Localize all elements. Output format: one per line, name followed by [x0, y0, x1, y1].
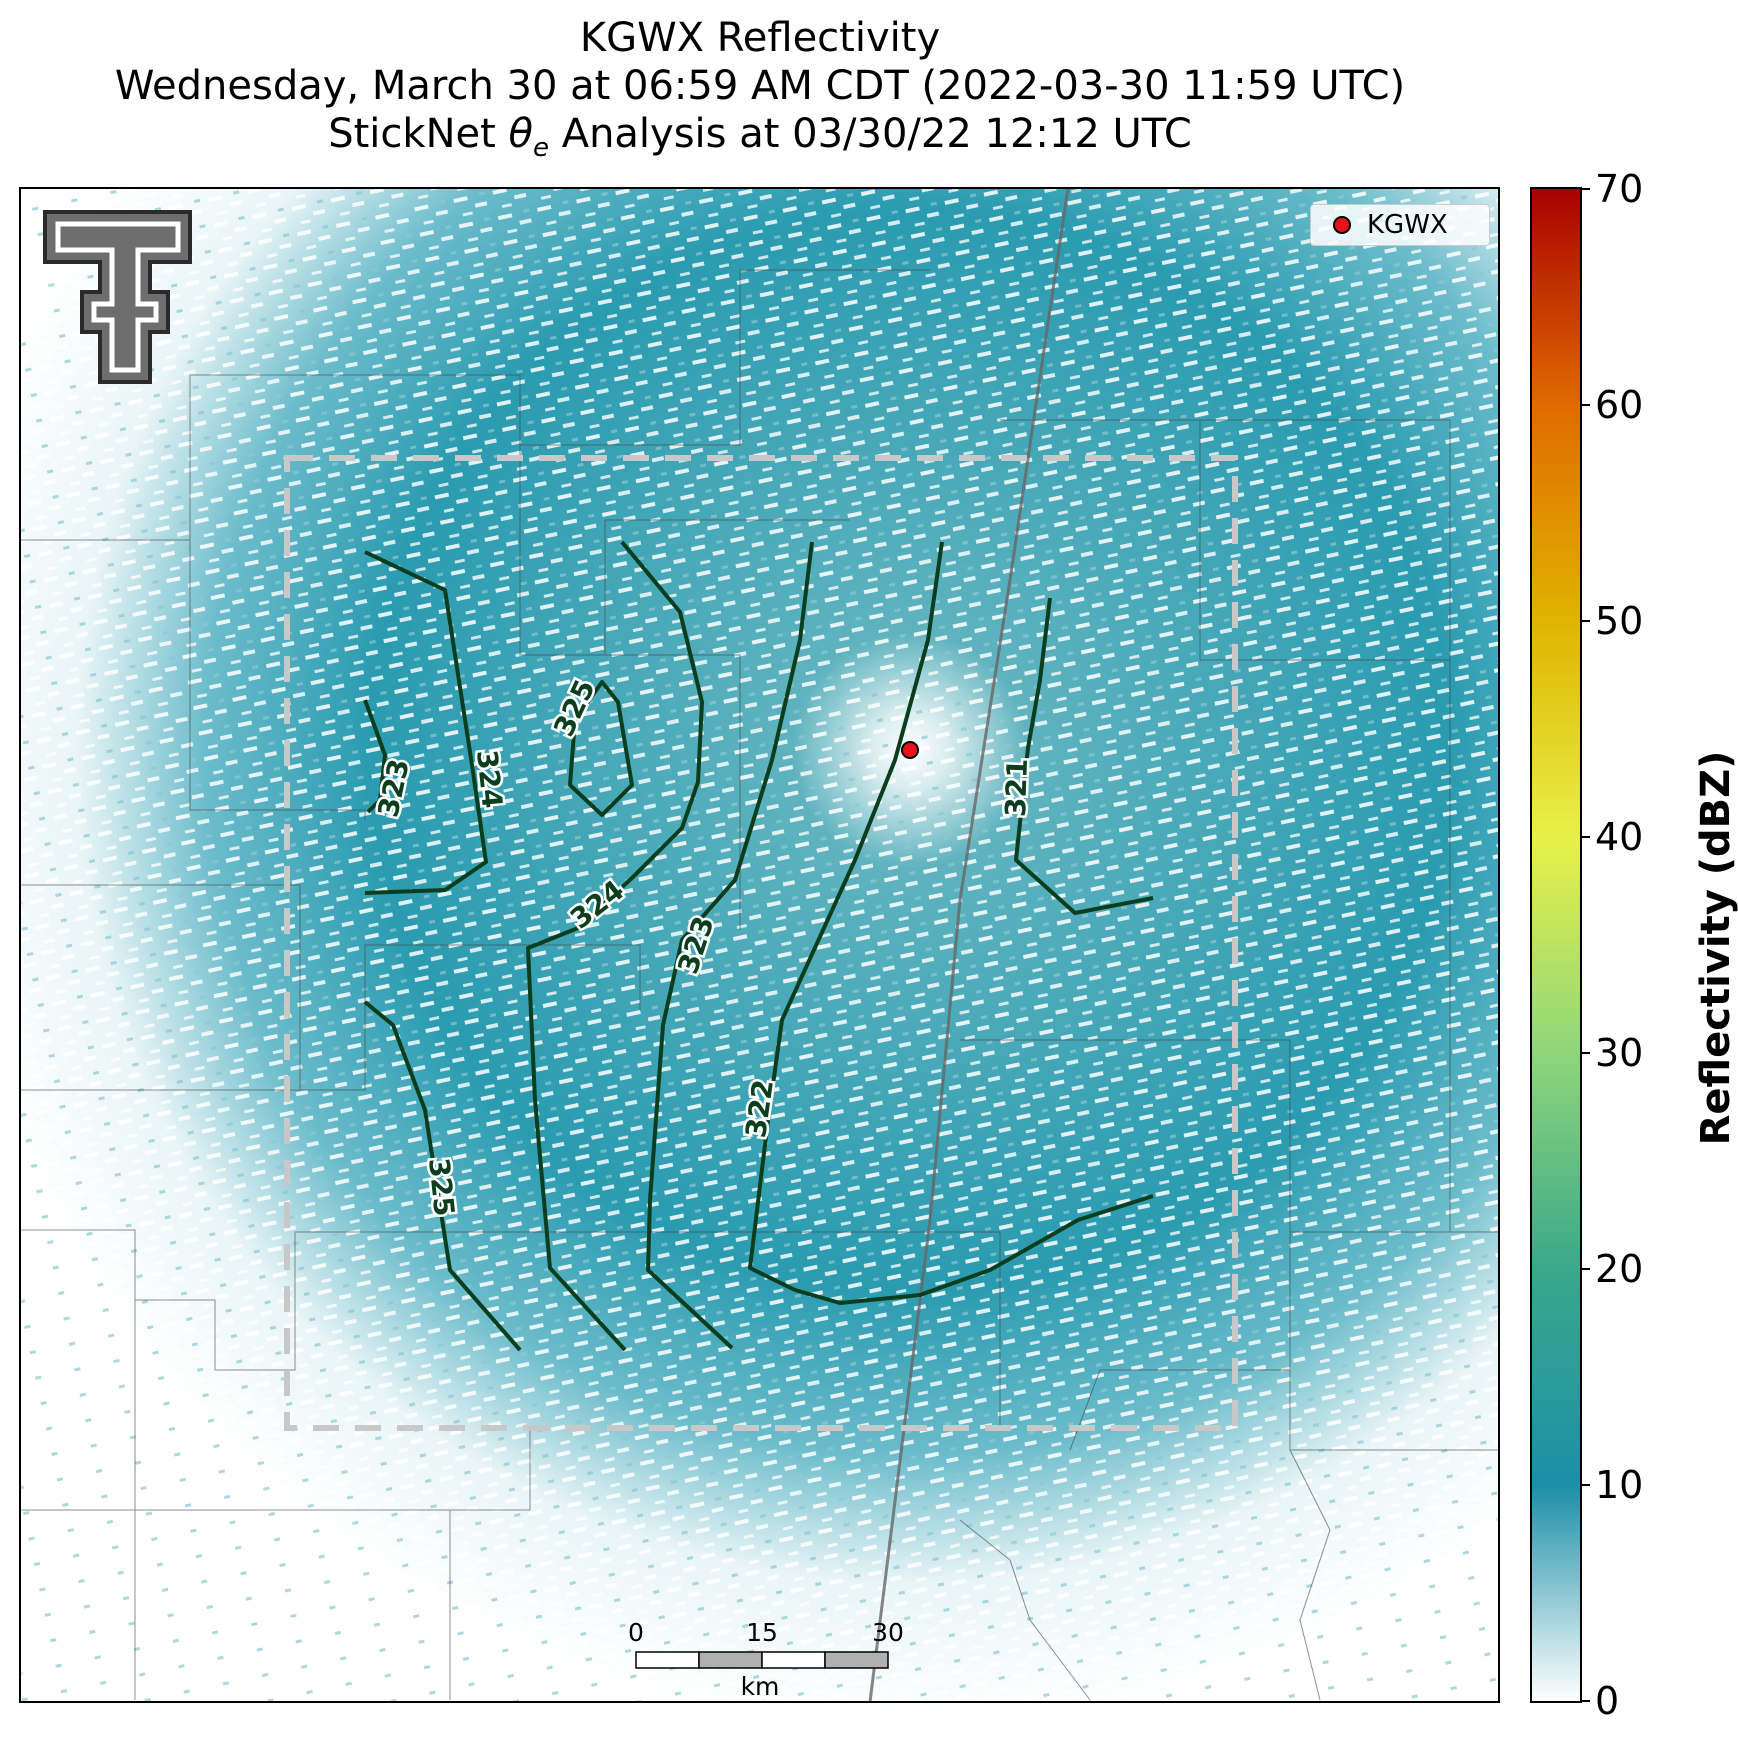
contour-322 [748, 541, 1154, 1305]
radar-site-marker [901, 741, 919, 759]
colorbar-tick-40: 40 [1595, 815, 1644, 859]
scale-bar [635, 1651, 889, 1669]
contour-323-west [363, 699, 387, 814]
title-line-1: KGWX Reflectivity [579, 15, 941, 61]
colorbar-tick-50: 50 [1595, 599, 1644, 643]
scale-bar-unit: km [740, 1672, 780, 1701]
radar-reflectivity-field: 321 322 323 324 325 323 324 325 [20, 188, 1499, 1702]
highway-line [868, 188, 1070, 1702]
analysis-domain-box [284, 455, 1238, 1431]
contour-325-closed [568, 680, 634, 817]
scale-bar-tick-15: 15 [746, 1618, 778, 1647]
theta-symbol: θ [508, 111, 533, 157]
title-line-3-suffix: Analysis at 03/30/22 12:12 UTC [548, 111, 1192, 157]
colorbar-tick-20: 20 [1595, 1247, 1644, 1291]
map-title: KGWX Reflectivity Wednesday, March 30 at… [0, 14, 1520, 172]
colorbar-label: Reflectivity (dBZ) [1693, 750, 1738, 1146]
colorbar-gradient [1530, 187, 1582, 1703]
scale-bar-tick-30: 30 [872, 1618, 904, 1647]
contour-324-center [526, 540, 704, 1352]
title-line-3-prefix: StickNet [328, 111, 509, 157]
contour-323-center [646, 541, 814, 1350]
contour-label-324-west: 324 [470, 748, 509, 810]
texas-tech-double-t-logo [43, 210, 192, 384]
contour-label-321: 321 [999, 758, 1034, 818]
colorbar-tick-30: 30 [1595, 1031, 1644, 1075]
theta-e-contours [363, 540, 1154, 1352]
county-boundaries [20, 269, 1499, 1701]
colorbar-tick-10: 10 [1595, 1463, 1644, 1507]
title-line-3: StickNet θe Analysis at 03/30/22 12:12 U… [0, 110, 1520, 172]
legend-label: KGWX [1367, 210, 1448, 240]
contour-325-west [363, 1000, 522, 1352]
colorbar-tick-70: 70 [1595, 167, 1644, 211]
contour-321 [1014, 597, 1154, 915]
map-frame [19, 187, 1500, 1703]
title-line-2: Wednesday, March 30 at 06:59 AM CDT (202… [114, 63, 1406, 109]
contour-label-325-west: 325 [422, 1156, 461, 1218]
colorbar-tick-60: 60 [1595, 383, 1644, 427]
theta-subscript: e [532, 133, 549, 163]
scale-bar-tick-0: 0 [628, 1618, 644, 1647]
map-legend: KGWX [1310, 204, 1490, 246]
legend-marker-icon [1333, 216, 1351, 234]
colorbar-tick-0: 0 [1595, 1679, 1620, 1723]
colorbar-ticks [1581, 188, 1590, 1702]
contour-324-west [364, 550, 488, 895]
